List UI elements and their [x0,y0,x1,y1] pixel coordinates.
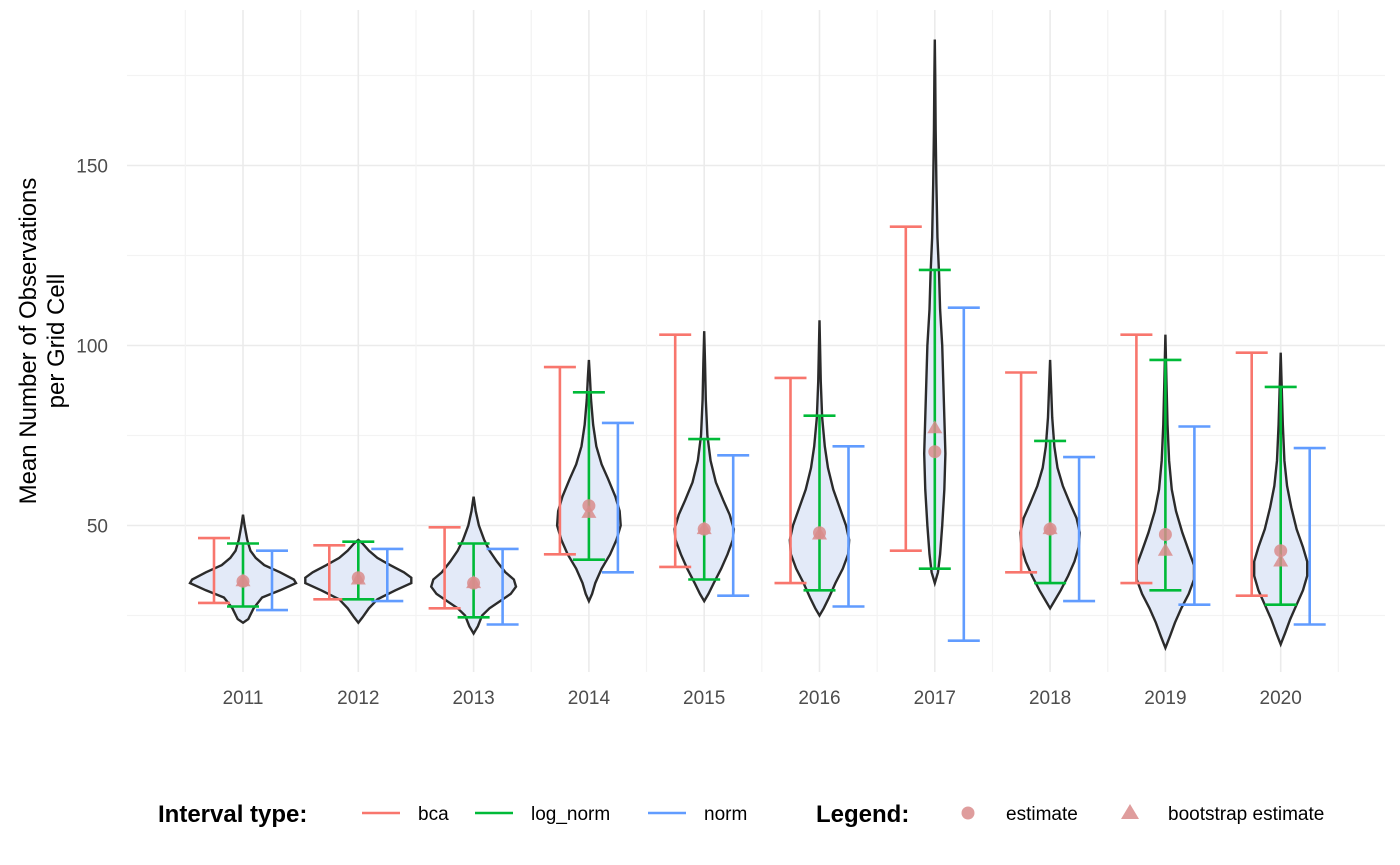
estimate-point [236,574,250,588]
interval-log_norm-2014 [572,390,605,562]
legend-label-estimate: estimate [1006,804,1078,825]
bootstrap-estimate-point [1273,553,1289,567]
estimate-point [467,576,481,590]
interval-norm-2015 [717,453,750,598]
interval-norm-2013 [486,547,519,626]
interval-bca-2014 [543,365,576,556]
y-tick-labels: 50 100 150 [76,157,108,538]
legend: Interval type: bca log_norm norm Legend: esti… [158,801,1324,828]
estimate-point [351,571,365,585]
points-layer [235,420,1289,590]
estimate-point [813,526,826,540]
interval-norm-2014 [601,421,634,574]
estimate-point [697,522,711,536]
interval-log_norm-2017 [918,268,951,571]
interval-norm-2011 [256,549,288,612]
interval-norm-2018 [1063,455,1096,603]
interval-norm-2012 [371,547,404,603]
interval-bca-2020 [1235,351,1268,598]
legend-label-norm: norm [704,804,747,825]
x-tick-label: 2015 [683,688,725,709]
interval-bca-2017 [889,225,922,553]
intervals-layer [198,225,1326,643]
estimate-point [1043,522,1057,536]
estimate-point [1274,544,1288,558]
interval-norm-2016 [832,444,865,608]
y-tick-label: 100 [76,337,108,358]
interval-norm-2017 [947,306,980,643]
y-axis-title: Mean Number of Observationsper Grid Cell [15,178,70,505]
interval-log_norm-2015 [688,437,721,581]
bootstrap-estimate-point [1157,542,1173,556]
y-tick-label: 150 [76,157,108,178]
interval-log_norm-2018 [1034,439,1067,585]
x-tick-label: 2019 [1144,688,1186,709]
x-tick-label: 2016 [798,688,840,709]
interval-log_norm-2020 [1264,385,1297,607]
interval-norm-2019 [1178,425,1211,607]
interval-log_norm-2016 [803,414,836,592]
estimate-point [928,445,942,459]
legend-key-estimate [961,806,975,820]
legend-label-bca: bca [418,804,449,825]
y-tick-label: 50 [87,517,108,538]
interval-norm-2020 [1293,446,1326,626]
legend-title-interval: Interval type: [158,801,307,828]
x-tick-label: 2018 [1029,688,1071,709]
x-tick-labels: 2011 2012 2013 2014 2015 2016 2017 2018 2019 2020 [223,688,1302,709]
legend-key-bootstrap-estimate [1121,804,1139,819]
interval-bca-2013 [428,525,461,610]
x-tick-label: 2012 [337,688,379,709]
legend-label-log_norm: log_norm [531,804,610,825]
interval-log_norm-2012 [342,540,375,601]
x-tick-label: 2013 [452,688,494,709]
interval-bca-2011 [198,536,230,605]
interval-bca-2019 [1120,333,1153,585]
interval-bca-2012 [313,543,346,601]
estimate-point [1158,528,1172,541]
x-tick-label: 2011 [223,688,264,709]
x-tick-label: 2020 [1260,688,1302,709]
bootstrap-estimate-point [927,420,943,434]
interval-bca-2018 [1005,371,1038,574]
interval-bca-2015 [659,333,692,569]
legend-label-bootstrap-estimate: bootstrap estimate [1168,804,1324,825]
legend-title-points: Legend: [816,801,909,828]
estimate-point [582,499,596,513]
x-tick-label: 2017 [914,688,956,709]
interval-bca-2016 [774,376,807,585]
x-tick-label: 2014 [568,688,611,709]
